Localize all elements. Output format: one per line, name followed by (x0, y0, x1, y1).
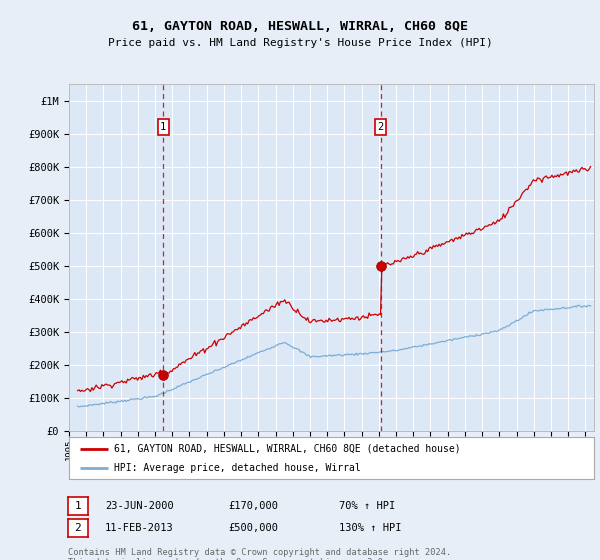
Text: 1: 1 (160, 122, 166, 132)
Text: HPI: Average price, detached house, Wirral: HPI: Average price, detached house, Wirr… (113, 463, 361, 473)
Text: 61, GAYTON ROAD, HESWALL, WIRRAL, CH60 8QE: 61, GAYTON ROAD, HESWALL, WIRRAL, CH60 8… (132, 20, 468, 32)
Text: 130% ↑ HPI: 130% ↑ HPI (339, 523, 401, 533)
Text: £500,000: £500,000 (228, 523, 278, 533)
Text: 1: 1 (74, 501, 81, 511)
Text: 70% ↑ HPI: 70% ↑ HPI (339, 501, 395, 511)
Text: 11-FEB-2013: 11-FEB-2013 (105, 523, 174, 533)
Text: Price paid vs. HM Land Registry's House Price Index (HPI): Price paid vs. HM Land Registry's House … (107, 38, 493, 48)
Text: Contains HM Land Registry data © Crown copyright and database right 2024.
This d: Contains HM Land Registry data © Crown c… (68, 548, 451, 560)
Text: £170,000: £170,000 (228, 501, 278, 511)
Text: 2: 2 (74, 523, 81, 533)
Text: 23-JUN-2000: 23-JUN-2000 (105, 501, 174, 511)
Text: 61, GAYTON ROAD, HESWALL, WIRRAL, CH60 8QE (detached house): 61, GAYTON ROAD, HESWALL, WIRRAL, CH60 8… (113, 444, 460, 454)
Text: 2: 2 (377, 122, 384, 132)
